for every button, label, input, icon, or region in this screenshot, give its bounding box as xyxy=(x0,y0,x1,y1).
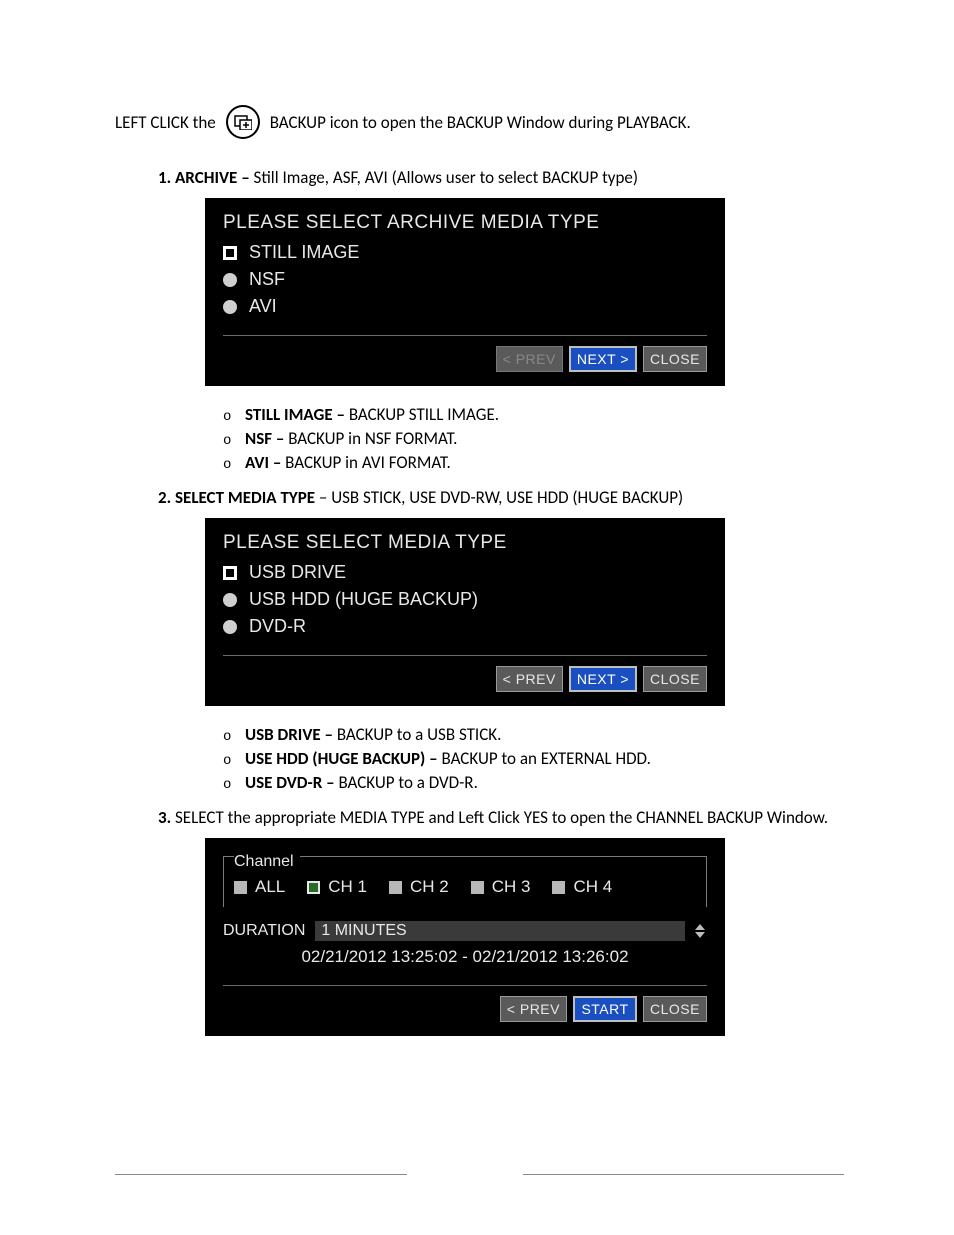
option-usb-hdd[interactable]: USB HDD (HUGE BACKUP) xyxy=(223,589,707,610)
divider xyxy=(223,655,707,656)
list-item: NSF – BACKUP in NSF FORMAT. xyxy=(223,428,844,449)
channel-3[interactable]: CH 3 xyxy=(471,877,531,897)
option-avi[interactable]: AVI xyxy=(223,296,707,317)
media-dialog-title: PLEASE SELECT MEDIA TYPE xyxy=(223,532,707,554)
duration-label: DURATION xyxy=(223,922,305,940)
section-media-type: SELECT MEDIA TYPE – USB STICK, USE DVD-R… xyxy=(175,487,844,793)
list-item: STILL IMAGE – BACKUP STILL IMAGE. xyxy=(223,404,844,425)
footer-rule xyxy=(115,1174,844,1175)
backup-icon xyxy=(226,105,260,139)
radio-icon xyxy=(223,620,237,634)
option-label: STILL IMAGE xyxy=(249,242,359,263)
prev-button: < PREV xyxy=(496,346,563,372)
chevron-down-icon xyxy=(695,932,705,938)
option-label: NSF xyxy=(249,269,285,290)
close-button[interactable]: CLOSE xyxy=(643,666,707,692)
channel-fieldset: Channel ALL CH 1 CH 2 CH 3 CH 4 xyxy=(223,856,707,907)
checkbox-icon xyxy=(552,881,565,894)
list-item: USE DVD-R – BACKUP to a DVD-R. xyxy=(223,772,844,793)
option-label: USB HDD (HUGE BACKUP) xyxy=(249,589,478,610)
checkbox-icon xyxy=(471,881,484,894)
channel-desc: SELECT the appropriate MEDIA TYPE and Le… xyxy=(175,807,828,828)
media-desc: – USB STICK, USE DVD-RW, USE HDD (HUGE B… xyxy=(315,487,683,508)
duration-stepper[interactable] xyxy=(695,921,707,941)
media-type-dialog: PLEASE SELECT MEDIA TYPE USB DRIVE USB H… xyxy=(205,518,725,706)
archive-media-dialog: PLEASE SELECT ARCHIVE MEDIA TYPE STILL I… xyxy=(205,198,725,386)
channel-4[interactable]: CH 4 xyxy=(552,877,612,897)
list-item: USB DRIVE – BACKUP to a USB STICK. xyxy=(223,724,844,745)
media-title: SELECT MEDIA TYPE xyxy=(175,487,315,508)
channel-1[interactable]: CH 1 xyxy=(307,877,367,897)
archive-title: ARCHIVE – xyxy=(175,167,250,188)
duration-input[interactable]: 1 MINUTES xyxy=(315,921,685,941)
option-dvd-r[interactable]: DVD-R xyxy=(223,616,707,637)
intro-line: LEFT CLICK the BACKUP icon to open the B… xyxy=(115,105,844,139)
close-button[interactable]: CLOSE xyxy=(643,996,707,1022)
option-label: USB DRIVE xyxy=(249,562,346,583)
checkbox-icon xyxy=(234,881,247,894)
timestamp-range: 02/21/2012 13:25:02 - 02/21/2012 13:26:0… xyxy=(223,947,707,967)
start-button[interactable]: START xyxy=(573,996,637,1022)
checkbox-icon xyxy=(223,246,237,260)
archive-dialog-title: PLEASE SELECT ARCHIVE MEDIA TYPE xyxy=(223,212,707,234)
next-button[interactable]: NEXT > xyxy=(569,666,637,692)
option-still-image[interactable]: STILL IMAGE xyxy=(223,242,707,263)
checkbox-icon xyxy=(307,881,320,894)
list-item: USE HDD (HUGE BACKUP) – BACKUP to an EXT… xyxy=(223,748,844,769)
prev-button[interactable]: < PREV xyxy=(500,996,567,1022)
section-channel-backup: SELECT the appropriate MEDIA TYPE and Le… xyxy=(175,807,844,1036)
radio-icon xyxy=(223,273,237,287)
option-label: DVD-R xyxy=(249,616,306,637)
option-nsf[interactable]: NSF xyxy=(223,269,707,290)
next-button[interactable]: NEXT > xyxy=(569,346,637,372)
radio-icon xyxy=(223,593,237,607)
checkbox-icon xyxy=(389,881,402,894)
channel-backup-dialog: Channel ALL CH 1 CH 2 CH 3 CH 4 DURATION… xyxy=(205,838,725,1036)
radio-icon xyxy=(223,300,237,314)
close-button[interactable]: CLOSE xyxy=(643,346,707,372)
intro-right: BACKUP icon to open the BACKUP Window du… xyxy=(270,112,691,133)
option-label: AVI xyxy=(249,296,277,317)
divider xyxy=(223,985,707,986)
checkbox-icon xyxy=(223,566,237,580)
option-usb-drive[interactable]: USB DRIVE xyxy=(223,562,707,583)
archive-desc: Still Image, ASF, AVI (Allows user to se… xyxy=(250,167,638,188)
intro-left: LEFT CLICK the xyxy=(115,112,216,133)
channel-legend: Channel xyxy=(234,853,300,870)
chevron-up-icon xyxy=(695,924,705,930)
section-archive: ARCHIVE – Still Image, ASF, AVI (Allows … xyxy=(175,167,844,473)
channel-2[interactable]: CH 2 xyxy=(389,877,449,897)
list-item: AVI – BACKUP in AVI FORMAT. xyxy=(223,452,844,473)
divider xyxy=(223,335,707,336)
prev-button[interactable]: < PREV xyxy=(496,666,563,692)
channel-all[interactable]: ALL xyxy=(234,877,285,897)
